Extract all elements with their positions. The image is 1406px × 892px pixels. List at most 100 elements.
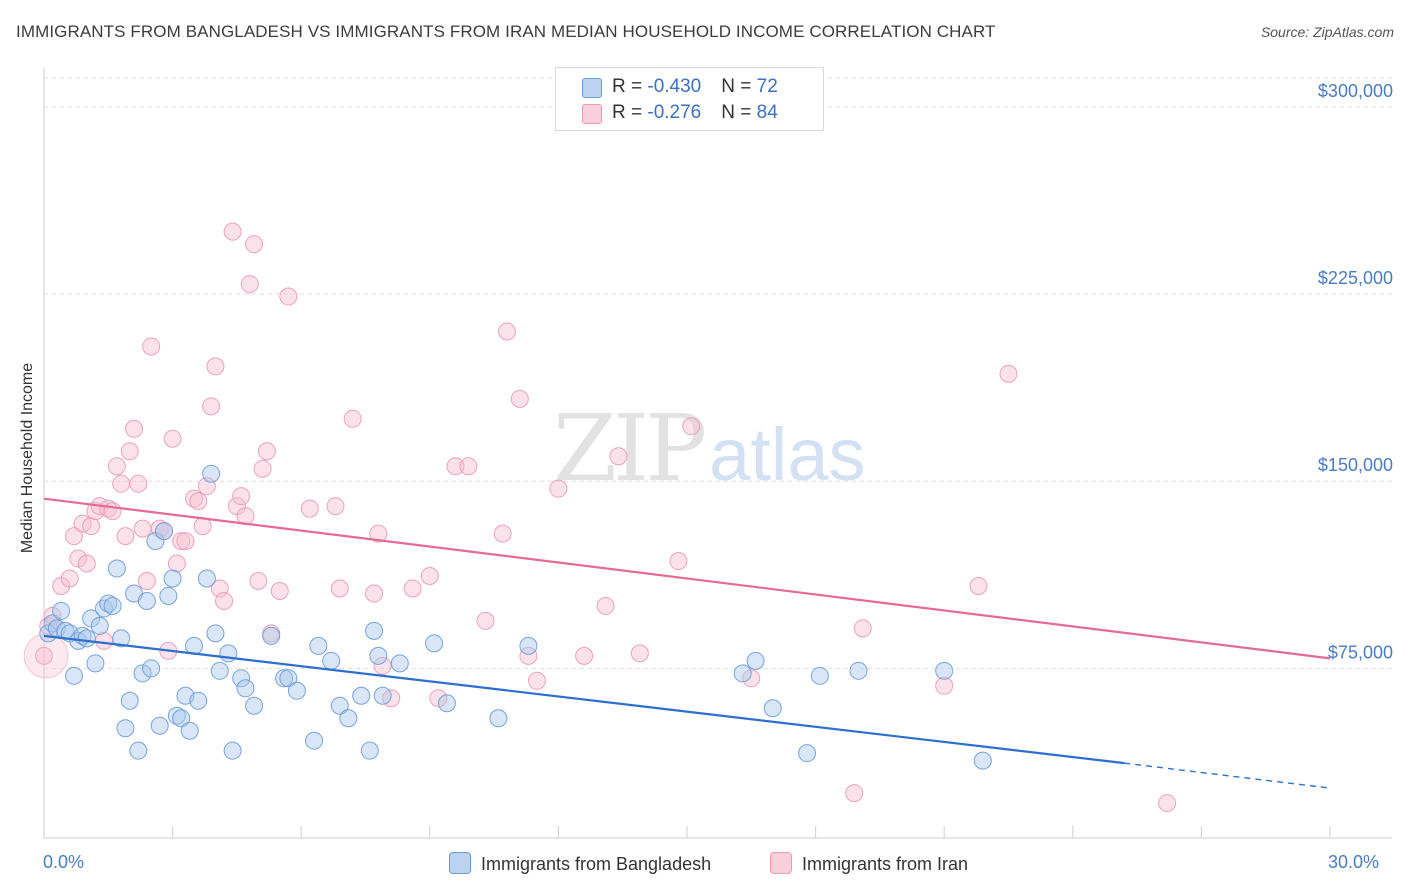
iran-point (202, 397, 221, 416)
iran-point (630, 644, 649, 663)
y-tick-label: $225,000 (1318, 268, 1393, 288)
iran-point (77, 554, 96, 573)
iran-point (232, 487, 251, 506)
bottom-legend-label-bangladesh: Immigrants from Bangladesh (481, 854, 712, 874)
iran-point (107, 457, 126, 476)
iran-point (446, 457, 465, 476)
iran-point (206, 357, 225, 376)
bangladesh-point (163, 569, 182, 588)
legend-swatch-bangladesh (582, 78, 602, 98)
trend-lines (43, 497, 1331, 789)
iran-point (245, 235, 264, 254)
x-tick-label-max: 30.0% (1328, 852, 1380, 872)
x-tick-label-min: 0.0% (43, 852, 85, 872)
bangladesh-point (262, 626, 281, 645)
iran-point (669, 552, 688, 571)
bangladesh-point (232, 669, 251, 688)
iran-point (253, 459, 272, 478)
bangladesh-trend-extension (1124, 762, 1331, 789)
iran-point (742, 669, 761, 688)
y-tick-label: $75,000 (1328, 642, 1393, 662)
bangladesh-point (360, 741, 379, 760)
bangladesh-point (107, 559, 126, 578)
bangladesh-point (236, 679, 255, 698)
bangladesh-point (159, 586, 178, 605)
bangladesh-point (322, 651, 341, 670)
iran-point (330, 579, 349, 598)
bangladesh-point (180, 721, 199, 740)
bangladesh-point (206, 624, 225, 643)
iran-point (279, 287, 298, 306)
bottom-legend-bangladesh: Immigrants from Bangladesh (449, 852, 711, 875)
iran-point (510, 389, 529, 408)
bangladesh-point (352, 686, 371, 705)
iran-points (23, 222, 1177, 813)
bangladesh-point (390, 654, 409, 673)
iran-point (60, 569, 79, 588)
bangladesh-point (52, 601, 71, 620)
iran-point (420, 567, 439, 586)
iran-point (240, 275, 259, 294)
iran-point (69, 549, 88, 568)
grid-lines (44, 77, 1392, 669)
bangladesh-point (365, 621, 384, 640)
bangladesh-point (77, 629, 96, 648)
y-tick-labels: $75,000 $150,000 $225,000 $300,000 (1318, 81, 1393, 662)
bangladesh-point (202, 464, 221, 483)
watermark-zip: ZIP (553, 395, 707, 502)
bangladesh-point (129, 741, 148, 760)
legend-n-value: 72 (756, 76, 778, 97)
legend-n-value: 84 (756, 102, 778, 123)
bangladesh-point (103, 596, 122, 615)
axes (43, 68, 1392, 839)
bangladesh-point (86, 654, 105, 673)
legend-n-label: N = (721, 102, 757, 123)
bangladesh-point (973, 751, 992, 770)
watermark: ZIPatlas (553, 395, 865, 502)
legend-swatch-iran (582, 104, 602, 124)
bangladesh-point (150, 716, 169, 735)
bangladesh-point (330, 696, 349, 715)
iran-point (142, 337, 161, 356)
bottom-legend-iran: Immigrants from Iran (770, 852, 968, 875)
legend-r-value: -0.430 (647, 76, 702, 97)
iran-point (35, 646, 53, 665)
bangladesh-point (116, 719, 135, 738)
iran-point (95, 631, 114, 650)
bangladesh-point (65, 666, 84, 685)
iran-point (365, 584, 384, 603)
iran-point (257, 442, 276, 461)
bangladesh-point (763, 699, 782, 718)
bangladesh-point (197, 569, 216, 588)
iran-point (609, 447, 628, 466)
bangladesh-point (133, 664, 152, 683)
legend-r-value: -0.276 (647, 102, 702, 123)
legend-r-label: R = (612, 76, 648, 97)
bangladesh-point (798, 744, 817, 763)
iran-point (215, 591, 234, 610)
iran-point (476, 611, 495, 630)
iran-point (223, 222, 242, 241)
bangladesh-point (373, 686, 392, 705)
iran-point (167, 554, 186, 573)
iran-point (369, 524, 388, 543)
bottom-legend-swatch-iran (770, 852, 792, 874)
iran-point (459, 457, 478, 476)
bangladesh-point (519, 636, 538, 655)
bangladesh-point (339, 709, 358, 728)
iran-point (429, 689, 448, 708)
bangladesh-point (437, 694, 456, 713)
bangladesh-point (369, 646, 388, 665)
y-tick-label: $300,000 (1318, 81, 1393, 101)
bangladesh-point (849, 661, 868, 680)
legend-n-label: N = (721, 76, 757, 97)
iran-point (682, 417, 701, 436)
iran-point (935, 676, 954, 695)
iran-point-cluster (23, 633, 69, 679)
iran-point (549, 479, 568, 498)
iran-point (65, 527, 84, 546)
bangladesh-point (287, 681, 306, 700)
bangladesh-trend-line (43, 634, 1125, 765)
bangladesh-point (112, 629, 131, 648)
